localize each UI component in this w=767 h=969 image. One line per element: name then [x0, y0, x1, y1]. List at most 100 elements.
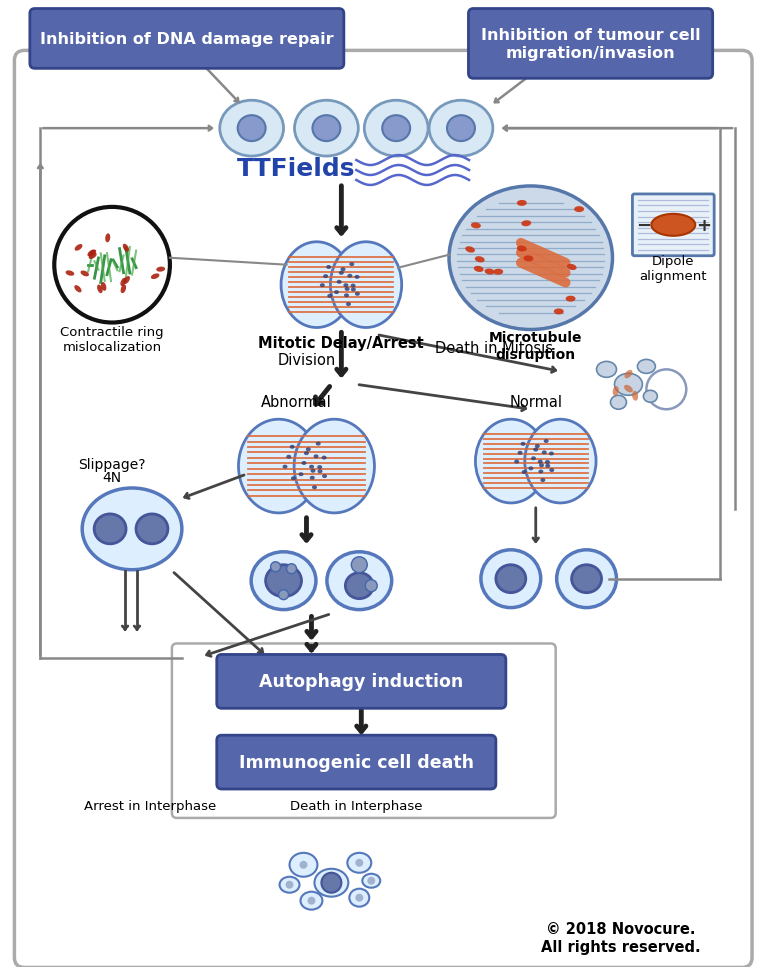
Ellipse shape: [339, 271, 344, 275]
Ellipse shape: [429, 101, 493, 157]
Ellipse shape: [74, 286, 81, 293]
Circle shape: [647, 370, 686, 410]
Ellipse shape: [611, 396, 627, 410]
Ellipse shape: [571, 565, 601, 593]
Text: −: −: [636, 217, 651, 234]
Ellipse shape: [535, 445, 540, 449]
Ellipse shape: [318, 465, 322, 470]
Ellipse shape: [347, 274, 352, 278]
Ellipse shape: [531, 456, 536, 461]
Ellipse shape: [295, 101, 358, 157]
Ellipse shape: [322, 475, 327, 479]
FancyBboxPatch shape: [633, 195, 714, 257]
Ellipse shape: [89, 250, 96, 257]
Ellipse shape: [541, 479, 545, 483]
Ellipse shape: [279, 877, 299, 892]
Ellipse shape: [344, 288, 350, 292]
Ellipse shape: [614, 374, 643, 396]
Ellipse shape: [518, 452, 522, 455]
Ellipse shape: [514, 460, 519, 464]
Ellipse shape: [323, 275, 328, 279]
Ellipse shape: [632, 391, 638, 401]
Ellipse shape: [637, 360, 655, 374]
Ellipse shape: [481, 550, 541, 608]
Ellipse shape: [65, 271, 74, 276]
Ellipse shape: [382, 116, 410, 141]
Ellipse shape: [351, 284, 356, 288]
Ellipse shape: [574, 207, 584, 213]
Ellipse shape: [282, 465, 288, 469]
Text: Immunogenic cell death: Immunogenic cell death: [239, 753, 474, 771]
Circle shape: [321, 873, 341, 892]
Ellipse shape: [337, 281, 341, 285]
Ellipse shape: [290, 446, 295, 450]
Ellipse shape: [306, 448, 311, 452]
Ellipse shape: [549, 453, 554, 456]
Text: Arrest in Interphase: Arrest in Interphase: [84, 799, 216, 813]
Ellipse shape: [334, 291, 339, 295]
Ellipse shape: [312, 485, 317, 489]
Text: Slippage?: Slippage?: [78, 457, 146, 472]
Ellipse shape: [364, 101, 428, 157]
Ellipse shape: [362, 874, 380, 888]
Ellipse shape: [239, 420, 319, 514]
Ellipse shape: [351, 288, 356, 292]
Ellipse shape: [554, 309, 564, 315]
Ellipse shape: [105, 234, 110, 243]
Ellipse shape: [156, 267, 165, 272]
Ellipse shape: [544, 440, 548, 444]
Ellipse shape: [311, 469, 315, 473]
Ellipse shape: [341, 268, 345, 272]
Ellipse shape: [346, 302, 351, 307]
Ellipse shape: [151, 274, 160, 280]
Ellipse shape: [301, 891, 322, 910]
FancyBboxPatch shape: [15, 51, 752, 967]
Ellipse shape: [265, 565, 301, 597]
Ellipse shape: [74, 245, 82, 251]
Ellipse shape: [651, 215, 695, 236]
Ellipse shape: [304, 452, 309, 455]
Ellipse shape: [87, 250, 95, 257]
Ellipse shape: [97, 285, 103, 294]
Ellipse shape: [447, 116, 475, 141]
Text: Contractile ring
mislocalization: Contractile ring mislocalization: [61, 327, 164, 354]
Ellipse shape: [522, 471, 527, 475]
Ellipse shape: [521, 443, 525, 447]
Ellipse shape: [82, 488, 182, 570]
Text: Autophagy induction: Autophagy induction: [259, 672, 463, 691]
Circle shape: [271, 562, 281, 572]
Ellipse shape: [344, 294, 349, 298]
Ellipse shape: [349, 889, 369, 907]
Ellipse shape: [327, 552, 392, 610]
Ellipse shape: [533, 448, 538, 453]
Text: Death in Mitosis: Death in Mitosis: [435, 340, 553, 356]
Circle shape: [299, 860, 308, 869]
Ellipse shape: [321, 456, 327, 460]
Ellipse shape: [301, 461, 307, 465]
Ellipse shape: [565, 297, 575, 302]
Ellipse shape: [318, 470, 322, 474]
Text: © 2018 Novocure.
All rights reserved.: © 2018 Novocure. All rights reserved.: [541, 922, 700, 953]
Ellipse shape: [466, 247, 475, 253]
Ellipse shape: [289, 853, 318, 877]
Ellipse shape: [123, 277, 130, 285]
Ellipse shape: [528, 467, 533, 471]
Ellipse shape: [517, 246, 527, 252]
Ellipse shape: [326, 266, 331, 269]
Ellipse shape: [123, 244, 129, 253]
Ellipse shape: [331, 242, 402, 328]
Text: Normal: Normal: [509, 394, 562, 409]
Text: Inhibition of DNA damage repair: Inhibition of DNA damage repair: [40, 32, 334, 47]
Ellipse shape: [136, 515, 168, 545]
Ellipse shape: [613, 387, 619, 396]
Ellipse shape: [347, 853, 371, 873]
Text: Death in Interphase: Death in Interphase: [290, 799, 423, 813]
Ellipse shape: [538, 470, 543, 474]
Circle shape: [351, 557, 367, 573]
Ellipse shape: [355, 293, 360, 297]
Ellipse shape: [475, 257, 485, 264]
Ellipse shape: [349, 263, 354, 266]
Circle shape: [367, 877, 375, 885]
Ellipse shape: [120, 285, 126, 294]
Ellipse shape: [314, 869, 348, 896]
